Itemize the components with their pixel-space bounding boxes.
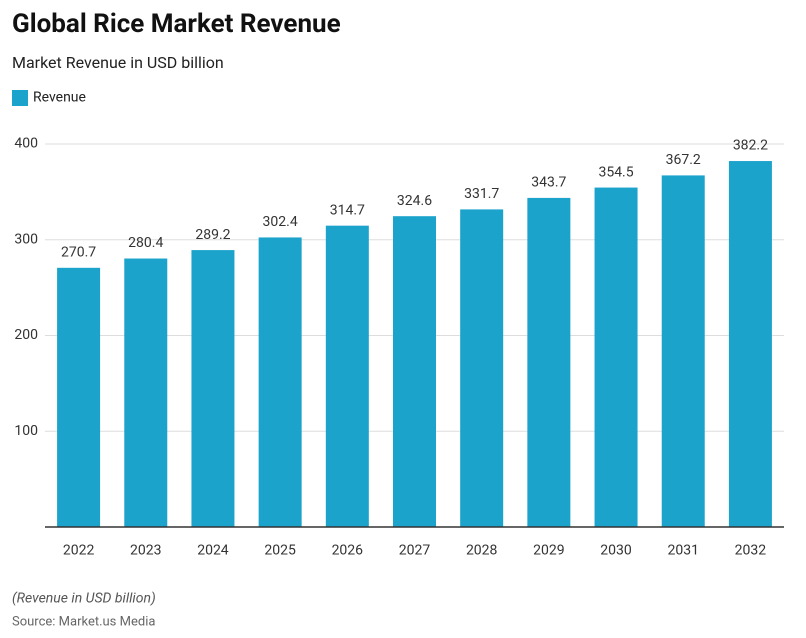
chart-subtitle: Market Revenue in USD billion (12, 53, 224, 72)
bar (460, 209, 504, 527)
value-label: 302.4 (263, 214, 298, 230)
x-tick-label: 2030 (600, 543, 632, 559)
legend-label: Revenue (33, 90, 86, 106)
note: (Revenue in USD billion) (12, 591, 156, 607)
bar (594, 187, 638, 527)
y-tick-label: 200 (14, 327, 38, 343)
x-tick-label: 2026 (332, 543, 364, 559)
bar (191, 250, 235, 527)
x-tick-label: 2031 (667, 543, 698, 559)
bar (661, 175, 705, 527)
value-label: 314.7 (330, 202, 365, 218)
bar (124, 258, 168, 527)
bar (57, 267, 101, 527)
legend-swatch (12, 90, 28, 106)
x-tick-label: 2028 (466, 543, 498, 559)
y-tick-label: 300 (14, 231, 38, 247)
value-label: 354.5 (598, 164, 633, 180)
x-tick-label: 2023 (130, 543, 161, 559)
source: Source: Market.us Media (12, 614, 155, 629)
y-tick-label: 100 (14, 423, 38, 439)
x-tick-label: 2024 (197, 543, 229, 559)
value-label: 289.2 (195, 227, 230, 243)
y-tick-label: 400 (14, 136, 38, 152)
value-label: 331.7 (464, 186, 499, 202)
chart-title: Global Rice Market Revenue (12, 9, 341, 39)
value-label: 382.2 (733, 138, 768, 154)
x-tick-label: 2032 (735, 543, 767, 559)
bar (527, 197, 571, 527)
value-label: 343.7 (531, 175, 566, 191)
bar (728, 161, 772, 527)
x-tick-label: 2022 (63, 543, 95, 559)
bar (258, 237, 302, 527)
x-tick-label: 2027 (399, 543, 431, 559)
value-label: 280.4 (128, 235, 163, 251)
bar (325, 225, 369, 527)
bar (393, 216, 436, 527)
value-label: 367.2 (666, 152, 701, 168)
x-tick-label: 2029 (533, 543, 564, 559)
value-label: 324.6 (397, 193, 432, 209)
value-label: 270.7 (61, 245, 96, 261)
x-tick-label: 2025 (264, 543, 296, 559)
